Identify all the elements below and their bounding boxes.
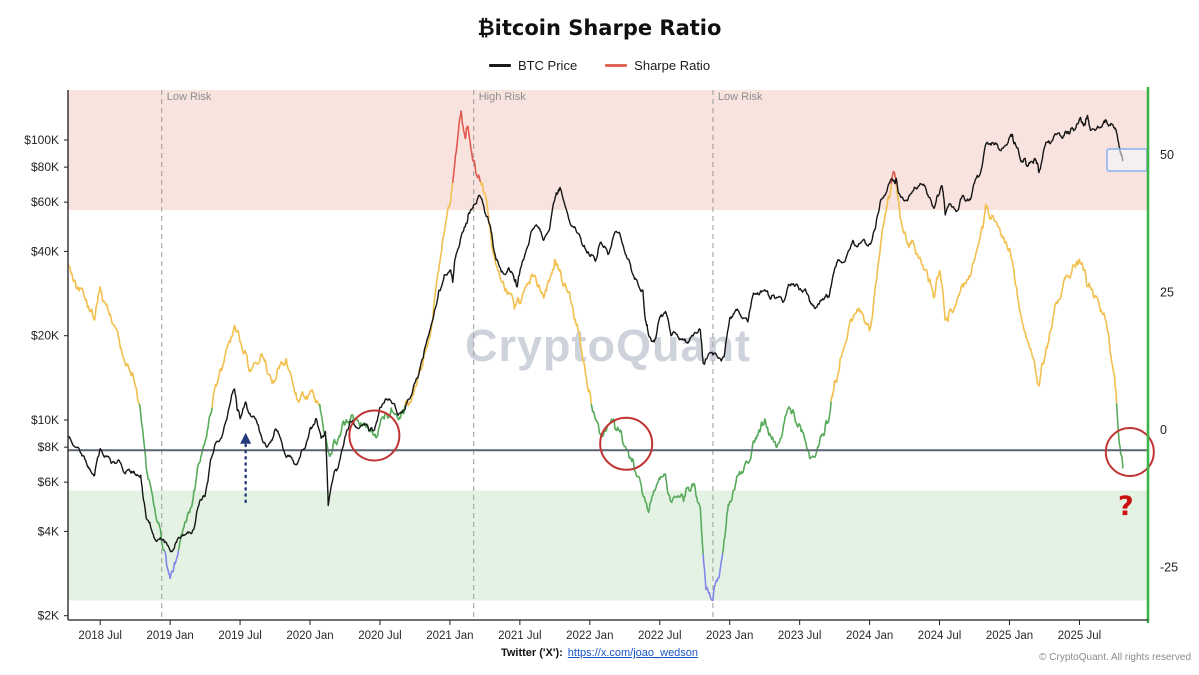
- risk-zone-label-low-risk-2019: Low Risk: [166, 91, 212, 103]
- date-axis-label: 2021 Jul: [498, 630, 541, 642]
- btc-price-line-swatch: [488, 64, 511, 67]
- legend-item-sharpe-ratio: Sharpe Ratio: [605, 58, 710, 73]
- price-axis-label: $100K: [24, 133, 59, 147]
- sharpe-ratio-line: [163, 549, 180, 580]
- sharpe-ratio-line: [890, 170, 897, 184]
- sharpe-axis-label: -25: [1160, 561, 1178, 575]
- sharpe-ratio-line: [1115, 403, 1124, 469]
- btc-price-line: [68, 114, 1124, 553]
- date-axis-label: 2024 Jan: [846, 630, 893, 642]
- price-axis-label: $2K: [38, 609, 59, 623]
- up-arrow-head: [240, 432, 252, 444]
- highlight-circle: [1104, 427, 1155, 477]
- sharpe-axis-label: 25: [1160, 286, 1174, 300]
- sharpe-ratio-line: [702, 553, 724, 602]
- legend-label-btc-price: BTC Price: [517, 58, 578, 73]
- highlight-circle: [599, 416, 654, 471]
- last-price-box: [1106, 148, 1148, 172]
- twitter-link[interactable]: https://x.com/joao_wedson: [567, 647, 699, 659]
- twitter-label: Twitter ('X'):: [500, 647, 563, 659]
- price-axis-label: $6K: [38, 475, 59, 489]
- price-axis-label: $10K: [31, 413, 59, 427]
- low-risk-zone: [68, 490, 1148, 601]
- price-axis-label: $80K: [31, 160, 59, 174]
- date-axis-label: 2020 Jul: [358, 630, 401, 642]
- sharpe-ratio-line: [830, 183, 893, 402]
- date-axis-label: 2023 Jul: [778, 630, 821, 642]
- date-axis-label: 2022 Jul: [638, 630, 681, 642]
- sharpe-ratio-line: [177, 407, 213, 551]
- sharpe-ratio-line: [68, 264, 141, 405]
- date-axis-label: 2025 Jul: [1058, 630, 1101, 642]
- date-axis-label: 2019 Jan: [146, 630, 193, 642]
- sharpe-ratio-line: [721, 401, 832, 554]
- date-axis-label: 2021 Jan: [426, 630, 473, 642]
- price-axis-label: $4K: [38, 524, 59, 538]
- legend-item-btc-price: BTC Price: [488, 58, 578, 73]
- sharpe-axis-label: 0: [1160, 423, 1167, 437]
- footer: Twitter ('X'): https://x.com/joao_wedson: [0, 647, 1199, 659]
- date-axis-label: 2022 Jan: [566, 630, 613, 642]
- sharpe-axis-label: 50: [1160, 148, 1174, 162]
- sharpe-ratio-line: [404, 182, 454, 407]
- chart-title: ₿itcoin Sharpe Ratio: [477, 16, 722, 40]
- price-axis-label: $60K: [31, 195, 59, 209]
- date-axis-label: 2020 Jan: [286, 630, 333, 642]
- price-axis-label: $8K: [38, 440, 59, 454]
- legend-label-sharpe-ratio: Sharpe Ratio: [634, 58, 711, 73]
- high-risk-zone: [68, 90, 1148, 210]
- sharpe-ratio-line: [895, 183, 1118, 404]
- sharpe-ratio-line-swatch: [605, 64, 628, 67]
- sharpe-ratio-line: [451, 110, 482, 183]
- chart-legend: BTC Price Sharpe Ratio: [0, 58, 1199, 73]
- highlight-circle: [348, 409, 401, 462]
- price-axis-label: $20K: [31, 329, 59, 343]
- date-axis-label: 2025 Jan: [986, 630, 1033, 642]
- date-axis-label: 2018 Jul: [78, 630, 121, 642]
- sharpe-ratio-line: [479, 181, 592, 404]
- question-mark-annotation: ?: [1118, 491, 1134, 522]
- date-axis-label: 2023 Jan: [706, 630, 753, 642]
- date-axis-label: 2024 Jul: [918, 630, 961, 642]
- copyright-notice: © CryptoQuant. All rights reserved: [1039, 652, 1191, 663]
- risk-zone-label-high-risk-2021: High Risk: [478, 91, 526, 103]
- sharpe-ratio-line: [211, 324, 320, 408]
- risk-zone-label-low-risk-2022: Low Risk: [717, 91, 763, 103]
- sharpe-ratio-line: [138, 403, 166, 552]
- date-axis-label: 2019 Jul: [218, 630, 261, 642]
- price-axis-label: $40K: [31, 244, 59, 258]
- sharpe-ratio-line: [318, 403, 406, 458]
